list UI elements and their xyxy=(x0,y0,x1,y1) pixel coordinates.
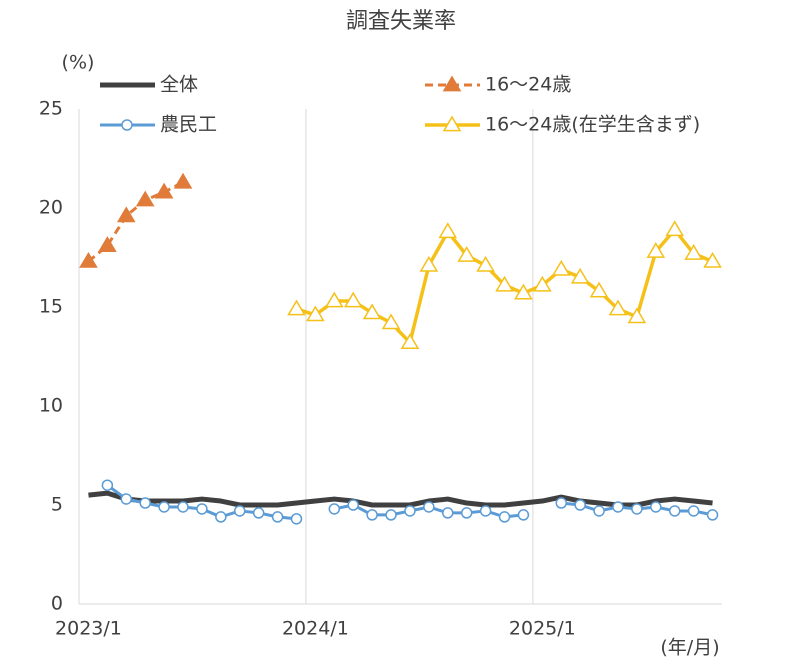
data-point xyxy=(646,242,666,258)
data-point xyxy=(362,303,382,320)
data-point xyxy=(215,511,227,523)
data-point xyxy=(287,299,306,316)
data-point xyxy=(612,501,624,513)
data-point xyxy=(517,509,530,521)
data-point xyxy=(495,275,514,292)
data-point xyxy=(460,507,473,519)
data-point xyxy=(706,509,719,521)
data-point xyxy=(574,499,586,511)
y-tick-label: 20 xyxy=(39,197,63,219)
data-point xyxy=(684,244,703,260)
y-tick-label: 0 xyxy=(51,593,63,615)
y-tick-label: 5 xyxy=(51,494,63,516)
legend-marker xyxy=(442,75,462,92)
data-point xyxy=(154,182,174,199)
data-point xyxy=(665,220,685,237)
x-tick-label: 2023/1 xyxy=(55,618,122,640)
data-point xyxy=(631,503,643,515)
data-point xyxy=(570,267,590,284)
data-point xyxy=(551,259,571,276)
legend-label: 農民工 xyxy=(160,114,217,136)
data-point xyxy=(423,501,435,513)
data-point xyxy=(306,305,325,322)
data-point xyxy=(650,501,662,513)
data-point xyxy=(139,497,151,509)
legend-marker xyxy=(121,119,133,131)
data-point xyxy=(98,236,117,252)
data-point xyxy=(479,505,492,517)
data-point xyxy=(135,190,155,207)
x-axis-label: (年/月) xyxy=(660,637,719,659)
data-point xyxy=(347,499,359,511)
data-point xyxy=(271,511,284,523)
data-point xyxy=(116,206,136,223)
y-tick-label: 15 xyxy=(39,296,63,318)
data-point xyxy=(457,246,477,262)
data-point xyxy=(668,505,681,517)
legend-label: 16～24歳(在学生含まず) xyxy=(485,114,700,136)
data-point xyxy=(196,503,208,515)
data-point xyxy=(533,275,552,292)
data-point xyxy=(498,511,511,523)
data-point xyxy=(173,172,193,189)
legend-label: 全体 xyxy=(160,74,198,96)
data-point xyxy=(79,251,98,268)
data-point xyxy=(324,291,344,308)
data-point xyxy=(120,493,133,505)
y-tick-label: 10 xyxy=(39,395,63,417)
data-point xyxy=(343,291,363,308)
data-point xyxy=(514,283,533,300)
data-point xyxy=(177,501,189,513)
data-point xyxy=(555,497,567,509)
data-point xyxy=(404,505,416,517)
data-point xyxy=(252,507,265,519)
y-axis-label: (%) xyxy=(62,52,95,74)
data-point xyxy=(101,479,114,491)
data-point xyxy=(419,255,439,272)
chart-title: 調査失業率 xyxy=(346,9,456,34)
data-point xyxy=(366,509,378,521)
data-point xyxy=(381,313,401,330)
y-tick-label: 25 xyxy=(39,98,63,120)
data-point xyxy=(442,507,454,519)
data-point xyxy=(234,505,246,517)
data-point xyxy=(687,505,700,517)
data-point xyxy=(608,299,628,316)
data-point xyxy=(438,222,458,239)
data-point xyxy=(158,501,170,513)
data-point xyxy=(290,513,303,525)
data-point xyxy=(703,251,722,268)
data-point xyxy=(476,255,495,272)
legend-label: 16～24歳 xyxy=(485,74,571,96)
series-line xyxy=(88,490,713,508)
data-point xyxy=(589,281,609,298)
data-point xyxy=(400,333,420,349)
data-point xyxy=(593,505,605,517)
legend-marker xyxy=(442,115,462,132)
x-tick-label: 2025/1 xyxy=(509,618,576,640)
data-point xyxy=(385,509,397,521)
data-point xyxy=(328,503,341,515)
data-point xyxy=(627,307,647,324)
x-tick-label: 2024/1 xyxy=(282,618,349,640)
